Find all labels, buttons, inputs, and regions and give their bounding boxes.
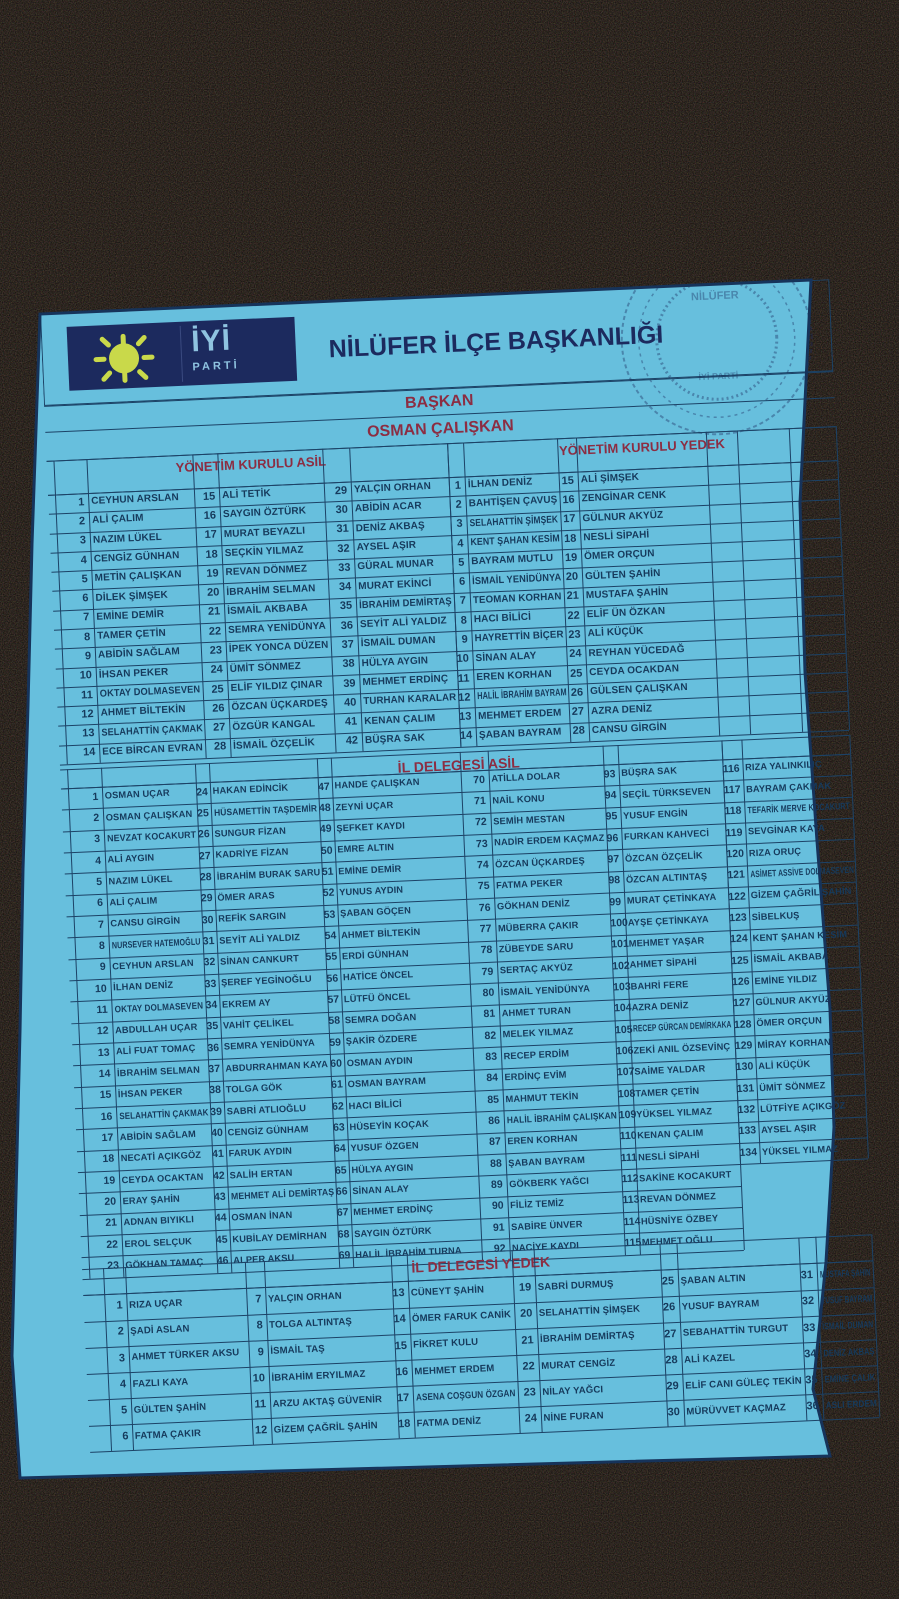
- svg-text:NİLÜFER: NİLÜFER: [691, 288, 739, 303]
